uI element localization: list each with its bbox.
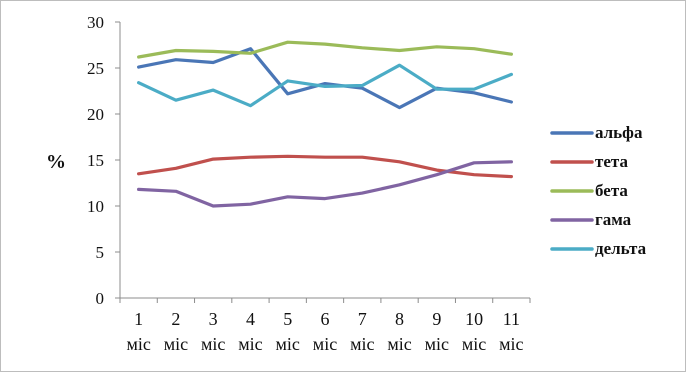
series-line-4 [137, 160, 513, 208]
x-tick-label-number: 2 [171, 309, 180, 329]
x-tick-label-unit: міс [201, 334, 225, 354]
series-line-1 [137, 47, 513, 110]
x-tick-label-number: 1 [134, 309, 143, 329]
x-tick-label-unit: міс [350, 334, 374, 354]
series-lines [137, 40, 513, 208]
axes [115, 21, 531, 303]
x-tick-label-unit: міс [164, 334, 188, 354]
y-axis-title: % [46, 151, 66, 173]
x-tick-label-number: 11 [503, 309, 520, 329]
y-tick-label: 25 [87, 59, 104, 78]
legend-label: альфа [595, 123, 643, 142]
y-tick-label: 30 [87, 13, 104, 32]
y-tick-label: 10 [87, 197, 104, 216]
x-tick-label-unit: міс [276, 334, 300, 354]
x-tick-label-number: 5 [283, 309, 292, 329]
series-line-3 [137, 40, 513, 59]
legend-label: бета [595, 181, 628, 200]
x-tick-label-number: 3 [209, 309, 218, 329]
x-tick-labels: 1 міс 2 міс 3 міс 4 міс 5 міс 6 міс 7 міс 8 міс 9 міс 10 мі… [126, 309, 523, 354]
legend-label: дельта [595, 239, 647, 258]
x-tick-label-number: 4 [246, 309, 255, 329]
x-tick-label-unit: міс [387, 334, 411, 354]
y-tick-label: 20 [87, 105, 104, 124]
x-tick-label-unit: міс [126, 334, 150, 354]
x-tick-label-unit: міс [462, 334, 486, 354]
legend-label: тета [595, 152, 628, 171]
x-tick-label-unit: міс [499, 334, 523, 354]
y-tick-label: 0 [96, 289, 105, 308]
x-tick-label-number: 6 [321, 309, 330, 329]
x-tick-label-number: 10 [465, 309, 483, 329]
x-tick-label-unit: міс [238, 334, 262, 354]
x-tick-label-number: 9 [432, 309, 441, 329]
legend-label: гама [595, 210, 632, 229]
series-line-2 [137, 154, 513, 179]
x-tick-label-unit: міс [313, 334, 337, 354]
series-line-5 [137, 63, 513, 108]
y-tick-label: 15 [87, 151, 104, 170]
y-tick-label: 5 [96, 243, 105, 262]
x-tick-label-number: 8 [395, 309, 404, 329]
y-tick-labels: 0 5 10 15 20 25 30 [87, 13, 104, 308]
x-tick-label-number: 7 [358, 309, 367, 329]
legend: альфа тета бета гама дельта [550, 123, 647, 258]
x-tick-label-unit: міс [425, 334, 449, 354]
